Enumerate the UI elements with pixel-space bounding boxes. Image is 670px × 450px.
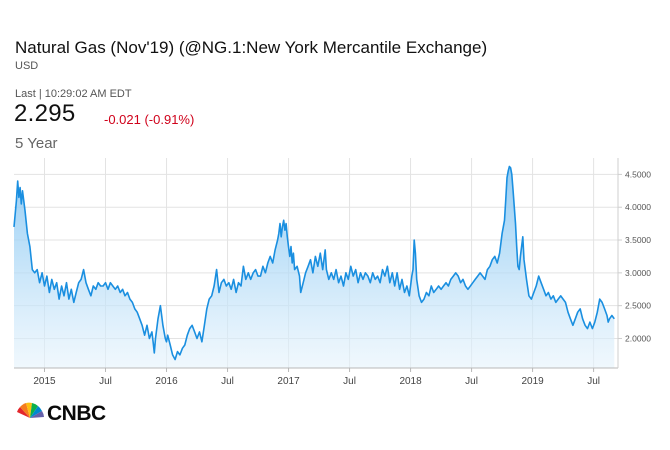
y-axis-ticks: 2.0000 2.5000 3.0000 3.5000 4.0000 4.5000 [618,169,651,343]
last-price: 2.295 [14,100,76,127]
series-line [13,165,615,361]
logo-wordmark: CNBC [47,402,106,424]
x-tick-label: Jul [99,376,112,387]
x-tick-label: Jul [465,376,478,387]
last-update-label: Last | 10:29:02 AM EDT [15,88,132,100]
x-tick-label: 2015 [33,376,56,387]
y-tick-label: 4.0000 [625,202,651,212]
y-tick-label: 2.0000 [625,333,651,343]
x-tick-label: Jul [343,376,356,387]
y-tick-label: 4.5000 [625,169,651,179]
x-tick-label: Jul [221,376,234,387]
price-change: -0.021 (-0.91%) [104,112,195,127]
x-tick-label: 2017 [277,376,300,387]
x-tick-label: 2018 [399,376,422,387]
y-tick-label: 3.0000 [625,268,651,278]
y-tick-label: 3.5000 [625,235,651,245]
currency-label: USD [15,60,39,72]
x-tick-label: 2016 [155,376,178,387]
x-tick-label: 2019 [521,376,544,387]
x-axis-ticks: 2015 Jul 2016 Jul 2017 Jul 2018 Jul 2019 Jul [33,368,600,387]
y-tick-label: 2.5000 [625,301,651,311]
time-range-label[interactable]: 5 Year [15,135,58,152]
cnbc-logo: CNBC [17,402,106,424]
x-tick-label: Jul [587,376,600,387]
instrument-title: Natural Gas (Nov'19) (@NG.1:New York Mer… [15,38,488,57]
peacock-icon [17,402,44,418]
